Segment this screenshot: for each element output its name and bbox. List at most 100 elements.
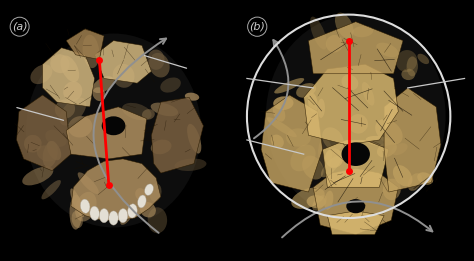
Ellipse shape (59, 98, 86, 126)
Ellipse shape (322, 127, 344, 151)
Text: (a): (a) (12, 22, 27, 32)
Ellipse shape (408, 173, 422, 191)
Ellipse shape (68, 116, 92, 138)
Ellipse shape (271, 135, 284, 148)
Ellipse shape (22, 167, 53, 185)
Ellipse shape (375, 119, 402, 145)
Polygon shape (328, 211, 384, 235)
Ellipse shape (346, 199, 365, 213)
Ellipse shape (30, 64, 52, 84)
Ellipse shape (92, 76, 114, 93)
Ellipse shape (128, 204, 137, 218)
Ellipse shape (174, 158, 207, 171)
Ellipse shape (321, 156, 341, 177)
Polygon shape (261, 95, 323, 192)
Ellipse shape (81, 199, 90, 213)
Ellipse shape (393, 165, 412, 186)
Polygon shape (304, 64, 398, 145)
Ellipse shape (70, 195, 82, 230)
Ellipse shape (387, 112, 395, 124)
Ellipse shape (266, 15, 446, 218)
FancyArrowPatch shape (282, 201, 432, 238)
Text: (b): (b) (249, 22, 265, 32)
Ellipse shape (113, 64, 135, 88)
Ellipse shape (151, 103, 178, 116)
Ellipse shape (352, 26, 373, 37)
Ellipse shape (140, 202, 156, 217)
Ellipse shape (145, 184, 154, 195)
Ellipse shape (147, 207, 167, 233)
Polygon shape (17, 95, 71, 171)
FancyArrowPatch shape (254, 40, 289, 138)
Ellipse shape (102, 116, 125, 135)
Ellipse shape (70, 188, 84, 217)
Ellipse shape (348, 114, 368, 134)
Ellipse shape (160, 78, 181, 93)
Ellipse shape (326, 35, 343, 52)
Ellipse shape (292, 188, 325, 209)
Ellipse shape (47, 141, 61, 160)
Ellipse shape (122, 103, 152, 120)
Polygon shape (71, 159, 161, 220)
Ellipse shape (120, 209, 133, 225)
Ellipse shape (310, 17, 327, 50)
Ellipse shape (142, 109, 155, 120)
Ellipse shape (376, 43, 399, 57)
Ellipse shape (63, 81, 82, 101)
Ellipse shape (296, 83, 316, 98)
Ellipse shape (407, 56, 418, 76)
Polygon shape (384, 88, 441, 192)
Ellipse shape (90, 206, 100, 220)
Ellipse shape (312, 195, 327, 211)
Ellipse shape (118, 209, 128, 223)
Ellipse shape (72, 211, 83, 228)
Ellipse shape (335, 13, 354, 38)
Polygon shape (66, 29, 104, 60)
Polygon shape (313, 168, 398, 235)
Ellipse shape (273, 96, 293, 110)
Ellipse shape (418, 54, 429, 64)
Polygon shape (151, 97, 203, 173)
Ellipse shape (350, 156, 361, 168)
Ellipse shape (92, 87, 105, 101)
Ellipse shape (135, 188, 146, 201)
Ellipse shape (43, 141, 58, 168)
Ellipse shape (50, 54, 70, 73)
Ellipse shape (383, 179, 401, 200)
Ellipse shape (273, 104, 285, 122)
Ellipse shape (401, 69, 415, 80)
Ellipse shape (307, 195, 326, 208)
Ellipse shape (377, 141, 397, 157)
Ellipse shape (46, 130, 67, 147)
Ellipse shape (150, 183, 162, 202)
Ellipse shape (392, 143, 408, 155)
Ellipse shape (324, 191, 333, 210)
Ellipse shape (417, 172, 433, 185)
Ellipse shape (78, 172, 99, 194)
Ellipse shape (109, 211, 118, 225)
Ellipse shape (396, 50, 417, 72)
Ellipse shape (366, 136, 392, 146)
Ellipse shape (267, 117, 297, 137)
Ellipse shape (149, 53, 170, 78)
Ellipse shape (187, 124, 201, 153)
Ellipse shape (291, 145, 316, 171)
Polygon shape (95, 41, 151, 83)
Ellipse shape (185, 93, 199, 101)
Ellipse shape (61, 56, 79, 82)
Polygon shape (309, 22, 403, 74)
Ellipse shape (302, 156, 324, 180)
Ellipse shape (24, 135, 42, 152)
Ellipse shape (308, 93, 318, 112)
Polygon shape (66, 107, 146, 159)
Ellipse shape (100, 209, 109, 223)
Ellipse shape (286, 128, 311, 147)
Ellipse shape (274, 78, 304, 93)
Ellipse shape (151, 140, 172, 154)
Ellipse shape (318, 138, 332, 168)
Ellipse shape (26, 33, 201, 228)
Ellipse shape (75, 192, 97, 222)
Ellipse shape (137, 195, 146, 208)
Polygon shape (323, 140, 389, 187)
Ellipse shape (82, 35, 100, 68)
